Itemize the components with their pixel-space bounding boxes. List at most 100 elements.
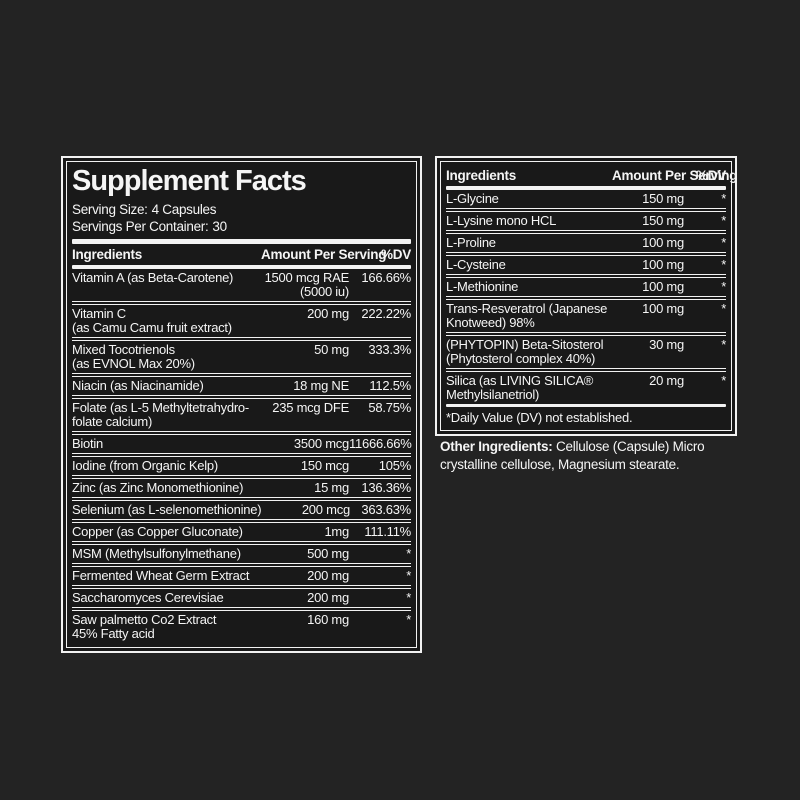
supplement-facts-panel-inner: Supplement Facts Serving Size: 4 Capsules…: [66, 161, 417, 649]
ingredient-dv: *: [721, 373, 726, 388]
ingredient-row: Biotin 3500 mcg 11666.66%: [72, 431, 412, 453]
amino-acids-panel-inner: Ingredients Amount Per Serving %DV L-Gly…: [440, 161, 738, 431]
ingredient-dv: *: [721, 337, 726, 352]
ingredient-dv: 112.5%: [369, 378, 411, 394]
ingredient-row: L-Proline 100 mg *: [446, 230, 726, 252]
ingredient-amount: 18 mg NE: [293, 378, 349, 394]
servings-per-container-value: 30: [212, 218, 227, 234]
ingredient-amount: 30 mg: [649, 337, 684, 352]
ingredient-row: (PHYTOPIN) Beta-Sitosterol (Phytosterol …: [446, 332, 726, 368]
ingredient-amount: 1mg: [324, 524, 349, 540]
ingredient-row: L-Lysine mono HCL 150 mg *: [446, 208, 726, 230]
ingredient-row: L-Glycine 150 mg *: [446, 190, 726, 208]
ingredient-name: (PHYTOPIN) Beta-Sitosterol (Phytosterol …: [446, 337, 604, 366]
other-ingredients-text: Cellulose (Capsule) Micro crystalline ce…: [440, 439, 705, 472]
ingredient-name: Copper (as Copper Gluconate): [72, 524, 243, 540]
ingredient-dv: 111.11%: [364, 524, 411, 540]
column-header-ingredients: Ingredients: [72, 247, 143, 263]
ingredient-name: Biotin: [72, 436, 104, 452]
column-header-divider-bar: [72, 265, 411, 270]
ingredient-amount: 200 mg: [307, 590, 349, 606]
other-ingredients-label: Other Ingredients:: [440, 439, 553, 454]
ingredient-amount: 100 mg: [642, 235, 684, 250]
ingredient-name: Iodine (from Organic Kelp): [72, 458, 218, 474]
ingredient-name: Saw palmetto Co2 Extract 45% Fatty acid: [72, 612, 217, 642]
ingredient-dv: 333.3%: [368, 342, 411, 358]
serving-size-label: Serving Size:: [72, 202, 148, 218]
ingredient-amount: 100 mg: [642, 279, 684, 294]
ingredient-dv: 363.63%: [361, 502, 411, 518]
ingredient-dv: *: [406, 546, 411, 562]
ingredient-amount: 15 mg: [314, 480, 349, 496]
left-table-header: Ingredients Amount Per Serving %DV: [72, 244, 411, 265]
ingredient-row: Vitamin A (as Beta-Carotene) 1500 mcg RA…: [72, 269, 411, 301]
ingredient-name: Zinc (as Zinc Monomethionine): [72, 480, 244, 496]
column-header-divider-bar: [446, 186, 726, 190]
ingredient-amount: 235 mcg DFE: [272, 400, 349, 416]
ingredient-dv: *: [721, 191, 726, 206]
ingredient-dv: *: [721, 213, 726, 228]
ingredient-row: Silica (as LIVING SILICA® Methylsilanetr…: [446, 368, 726, 404]
column-header-amount: Amount Per Serving: [261, 247, 387, 263]
ingredient-name: L-Proline: [446, 235, 496, 250]
ingredient-row: Folate (as L-5 Methyltetrahydro- folate …: [72, 395, 411, 431]
ingredient-name: Niacin (as Niacinamide): [72, 378, 204, 394]
servings-per-container-label: Servings Per Container:: [72, 218, 209, 234]
ingredient-amount: 160 mg: [307, 612, 349, 628]
ingredient-amount: 200 mg: [307, 568, 349, 584]
ingredient-dv: *: [721, 279, 726, 294]
ingredient-dv: *: [406, 568, 411, 584]
ingredient-name: Saccharomyces Cerevisiae: [72, 590, 224, 606]
ingredient-row: Copper (as Copper Gluconate) 1mg 111.11%: [72, 519, 411, 541]
ingredient-amount: 100 mg: [642, 301, 684, 316]
serving-size: Serving Size: 4 Capsules: [72, 202, 411, 219]
ingredient-amount: 200 mcg: [301, 502, 350, 518]
ingredient-name: Selenium (as L-selenomethionine): [72, 502, 262, 518]
daily-value-footnote: *Daily Value (DV) not established.: [446, 410, 633, 425]
ingredient-name: Trans-Resveratrol (Japanese Knotweed) 98…: [446, 301, 608, 330]
ingredient-name: Fermented Wheat Germ Extract: [72, 568, 250, 584]
ingredient-name: L-Lysine mono HCL: [446, 213, 557, 228]
ingredient-dv: 58.75%: [368, 400, 411, 416]
ingredient-amount: 150 mcg: [300, 458, 349, 474]
ingredient-amount: 20 mg: [649, 373, 684, 388]
left-ingredient-rows: Vitamin A (as Beta-Carotene) 1500 mcg RA…: [72, 269, 412, 643]
column-header-dv: %DV: [380, 247, 411, 263]
ingredient-name: L-Glycine: [446, 191, 499, 206]
ingredient-amount: 500 mg: [307, 546, 349, 562]
ingredient-row: Mixed Tocotrienols (as EVNOL Max 20%) 50…: [72, 337, 411, 373]
ingredient-row: Saccharomyces Cerevisiae 200 mg *: [72, 585, 411, 607]
ingredient-name: Vitamin A (as Beta-Carotene): [72, 270, 234, 286]
ingredient-amount: 1500 mcg RAE (5000 iu): [264, 270, 350, 300]
ingredient-row: Zinc (as Zinc Monomethionine) 15 mg 136.…: [72, 475, 411, 497]
ingredient-row: Saw palmetto Co2 Extract 45% Fatty acid …: [72, 607, 411, 643]
ingredient-name: L-Methionine: [446, 279, 519, 294]
ingredient-amount: 50 mg: [314, 342, 349, 358]
ingredient-dv: 166.66%: [361, 270, 411, 286]
column-header-dv: %DV: [695, 168, 726, 183]
ingredient-dv: *: [406, 590, 411, 606]
ingredient-row: Iodine (from Organic Kelp) 150 mcg 105%: [72, 453, 411, 475]
amino-acids-panel: Ingredients Amount Per Serving %DV L-Gly…: [435, 156, 738, 436]
ingredient-dv: *: [721, 235, 726, 250]
ingredient-name: Folate (as L-5 Methyltetrahydro- folate …: [72, 400, 249, 430]
column-header-amount: Amount Per Serving: [612, 168, 738, 183]
ingredient-row: Vitamin C (as Camu Camu fruit extract) 2…: [72, 301, 411, 337]
serving-size-value: 4 Capsules: [151, 202, 217, 218]
ingredient-row: L-Cysteine 100 mg *: [446, 252, 726, 274]
servings-per-container: Servings Per Container: 30: [72, 219, 411, 236]
ingredient-amount: 200 mg: [307, 306, 349, 322]
column-header-ingredients: Ingredients: [446, 168, 517, 183]
ingredient-amount: 150 mg: [642, 213, 684, 228]
ingredient-name: Silica (as LIVING SILICA® Methylsilanetr…: [446, 373, 594, 402]
other-ingredients: Other Ingredients: Cellulose (Capsule) M…: [440, 438, 748, 474]
ingredient-dv: 222.22%: [361, 306, 411, 322]
ingredient-name: Vitamin C (as Camu Camu fruit extract): [72, 306, 232, 336]
ingredient-amount: 3500 mcg: [293, 436, 349, 452]
ingredient-amount: 100 mg: [642, 257, 684, 272]
ingredient-dv: *: [406, 612, 411, 628]
ingredient-name: MSM (Methylsulfonylmethane): [72, 546, 241, 562]
ingredient-row: L-Methionine 100 mg *: [446, 274, 726, 296]
ingredient-name: Mixed Tocotrienols (as EVNOL Max 20%): [72, 342, 195, 372]
right-ingredient-rows: L-Glycine 150 mg * L-Lysine mono HCL 150…: [446, 190, 726, 404]
